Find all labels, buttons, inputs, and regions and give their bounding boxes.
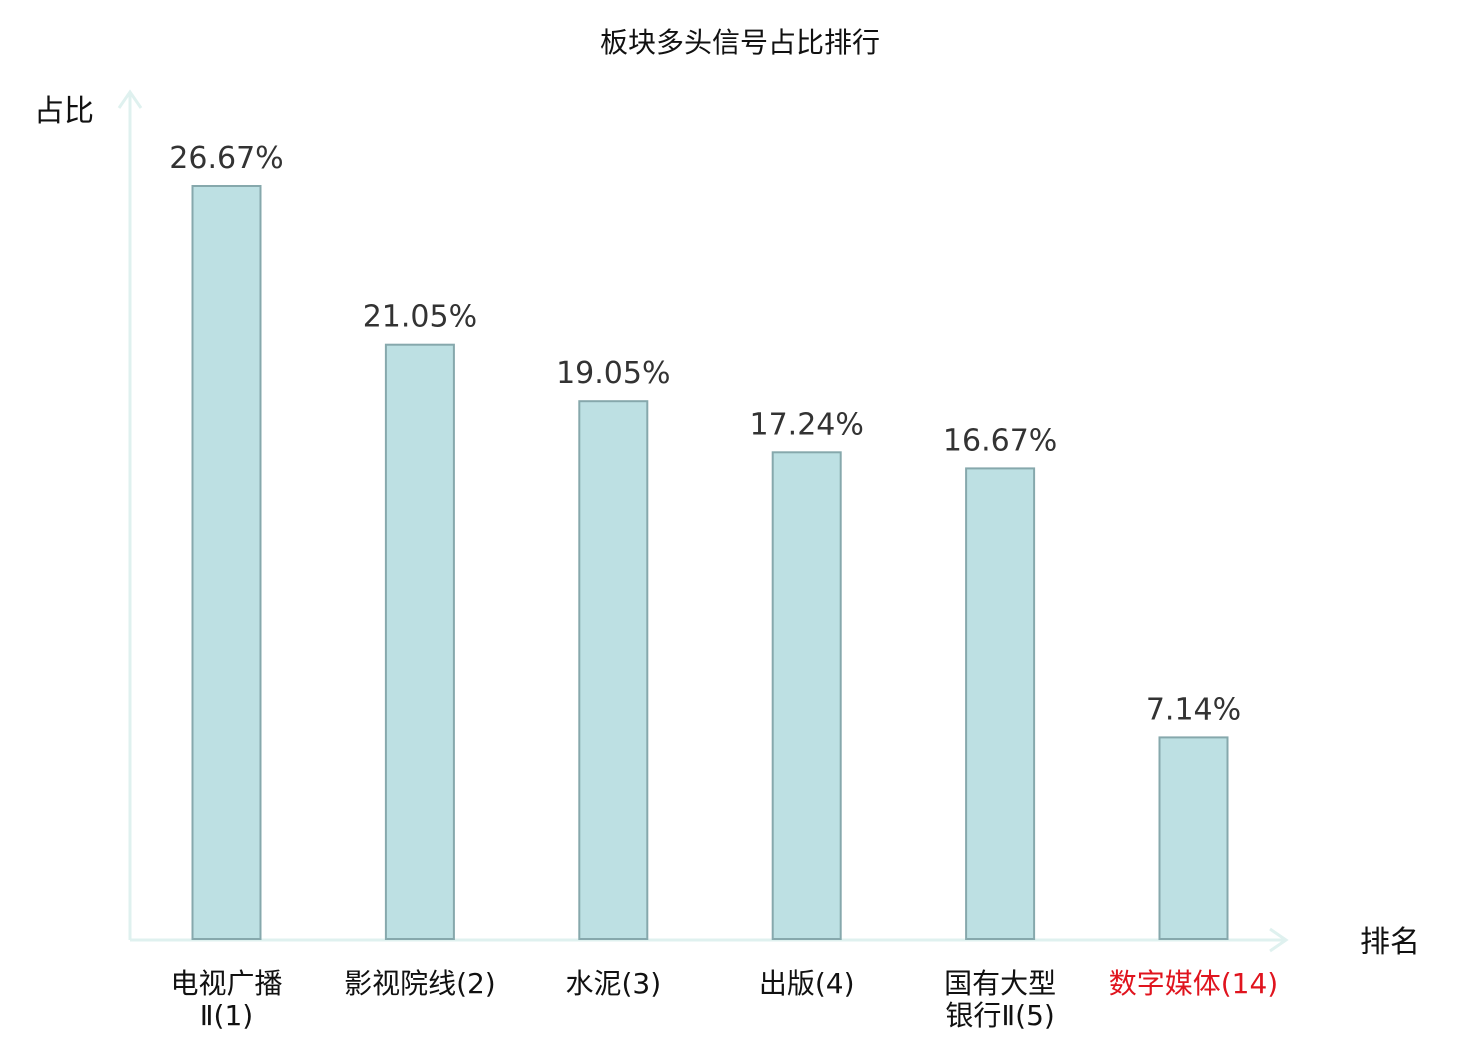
bar [578, 400, 649, 940]
bar [771, 451, 842, 940]
bar [1158, 736, 1229, 941]
bar-value-label: 7.14% [1146, 692, 1241, 727]
x-tick-label: 电视广播 Ⅱ(1) [170, 967, 282, 1032]
bar-value-label: 19.05% [556, 356, 670, 391]
bar [384, 343, 455, 940]
value-labels-group: 26.67% 21.05% 19.05% 17.24% 16.67% 7.14% [169, 141, 1241, 727]
x-axis-arrowhead [1269, 927, 1289, 953]
chart-title: 板块多头信号占比排行 [600, 26, 880, 59]
x-tick-label: 水泥(3) [565, 967, 661, 1000]
x-tick-label: 影视院线(2) [344, 967, 496, 1000]
x-tick-label: 国有大型银行Ⅱ(5) [944, 967, 1056, 1032]
y-axis-arrowhead [117, 89, 143, 109]
x-tick-label: 出版(4) [759, 967, 855, 1000]
bar-value-label: 17.24% [750, 407, 864, 442]
y-axis-label: 占比 [34, 94, 94, 129]
bar [191, 185, 262, 940]
bars-group [191, 185, 1229, 941]
x-axis-label: 排名 [1360, 925, 1420, 960]
bar-value-label: 16.67% [943, 423, 1057, 458]
bar-value-label: 21.05% [363, 300, 477, 335]
x-tick-label: 数字媒体(14) [1109, 967, 1278, 1000]
bar-value-label: 26.67% [169, 141, 283, 176]
x-tick-labels-group: 电视广播 Ⅱ(1) 影视院线(2) 水泥(3) 出版(4) 国有大型银行Ⅱ(5) 数字媒体(… [170, 967, 1278, 1032]
bar [965, 467, 1036, 940]
